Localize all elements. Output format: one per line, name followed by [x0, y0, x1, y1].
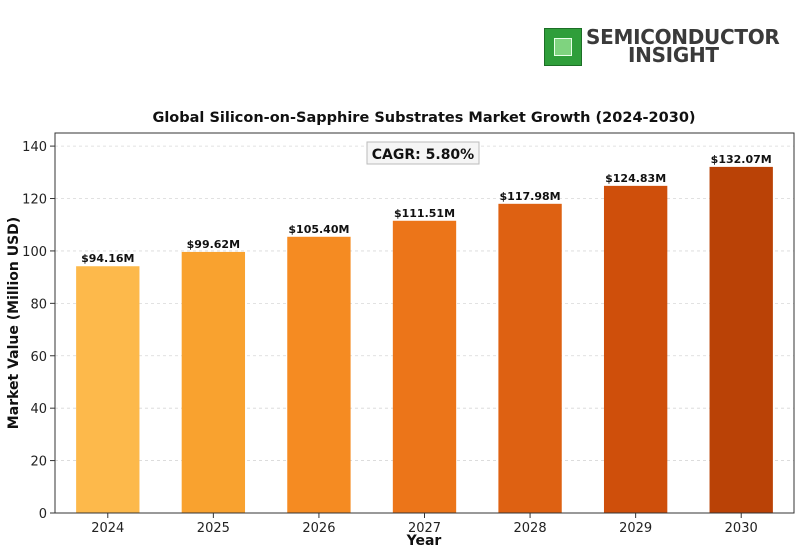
cagr-text: CAGR: 5.80% — [372, 147, 474, 163]
data-label-2028: $117.98M — [500, 190, 561, 203]
y-tick-label-0: 0 — [39, 507, 47, 522]
y-tick-label-2: 40 — [30, 402, 47, 417]
cagr-annotation: CAGR: 5.80% — [366, 141, 480, 165]
bar-2030 — [709, 166, 773, 514]
bar-2028 — [498, 203, 562, 513]
brand-line-2: INSIGHT — [628, 43, 719, 67]
data-label-2024: $94.16M — [81, 252, 134, 265]
bar-2029 — [603, 185, 668, 513]
data-label-2025: $99.62M — [187, 238, 240, 251]
x-tick-label-2025: 2025 — [197, 521, 230, 536]
data-label-2026: $105.40M — [288, 223, 349, 236]
y-tick-label-1: 20 — [30, 455, 47, 470]
plot-frame — [54, 132, 795, 514]
y-tick-label-4: 80 — [30, 297, 47, 312]
bar-2027 — [392, 220, 457, 513]
bars — [76, 166, 773, 514]
data-label-2030: $132.07M — [711, 153, 772, 166]
bar-2025 — [181, 251, 246, 514]
data-label-2029: $124.83M — [605, 172, 666, 185]
y-tick-label-7: 140 — [22, 140, 47, 155]
x-tick-label-2029: 2029 — [619, 521, 652, 536]
chip-icon — [544, 28, 582, 66]
brand-line-1: SEMICONDUCTOR — [586, 25, 780, 49]
data-label-2027: $111.51M — [394, 207, 455, 220]
y-tick-label-5: 100 — [22, 245, 47, 260]
axes: 0 20 40 60 80 100 120 140 2024 2025 2026 2027 2028 20… — [22, 132, 795, 536]
x-tick-label-2024: 2024 — [91, 521, 124, 536]
x-tick-label-2028: 2028 — [514, 521, 547, 536]
y-tick-label-6: 120 — [22, 193, 47, 208]
bar-2024 — [76, 266, 140, 513]
y-axis-label: Market Value (Million USD) — [6, 217, 22, 429]
x-tick-label-2026: 2026 — [302, 521, 335, 536]
brand-logo: SEMICONDUCTOR INSIGHT — [544, 26, 780, 70]
y-tick-label-3: 60 — [30, 350, 47, 365]
chart-title: Global Silicon-on-Sapphire Substrates Ma… — [152, 110, 695, 126]
data-labels: $94.16M $99.62M $105.40M $111.51M $117.98M $1… — [81, 153, 772, 265]
x-axis-label: Year — [406, 533, 442, 549]
x-tick-label-2027: 2027 — [408, 521, 441, 536]
x-tick-label-2030: 2030 — [725, 521, 758, 536]
bar-2026 — [287, 236, 351, 514]
